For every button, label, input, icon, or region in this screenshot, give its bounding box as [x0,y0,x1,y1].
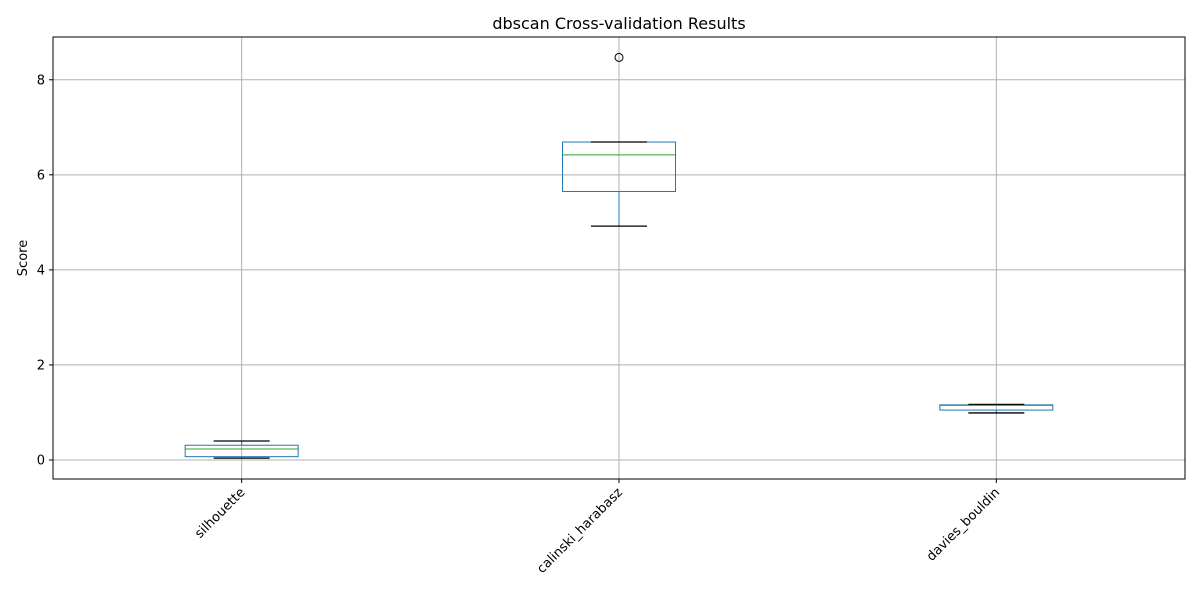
x-tick-label-calinski-harabasz: calinski_harabasz [534,485,626,577]
box-calinski-harabasz [562,52,676,227]
y-tick-label: 4 [37,263,45,278]
x-tick-label-silhouette: silhouette [192,485,248,541]
box-silhouette [184,440,299,459]
iqr-box [184,444,299,458]
axis-ticks: 0 2 4 6 8 silhouette calinski_harabasz davies_b… [37,73,1003,576]
y-tick-label: 0 [37,453,45,468]
x-tick-label-davies-bouldin: davies_bouldin [924,485,1003,564]
outlier-point [614,52,624,62]
y-tick-label: 6 [37,168,45,183]
box-series [184,52,1054,459]
box-davies-bouldin [939,403,1054,414]
chart-title: dbscan Cross-validation Results [492,14,745,33]
y-tick-label: 8 [37,73,45,88]
grid-lines [53,37,1185,479]
y-axis-label: Score [16,240,31,276]
y-tick-label: 2 [37,358,45,373]
